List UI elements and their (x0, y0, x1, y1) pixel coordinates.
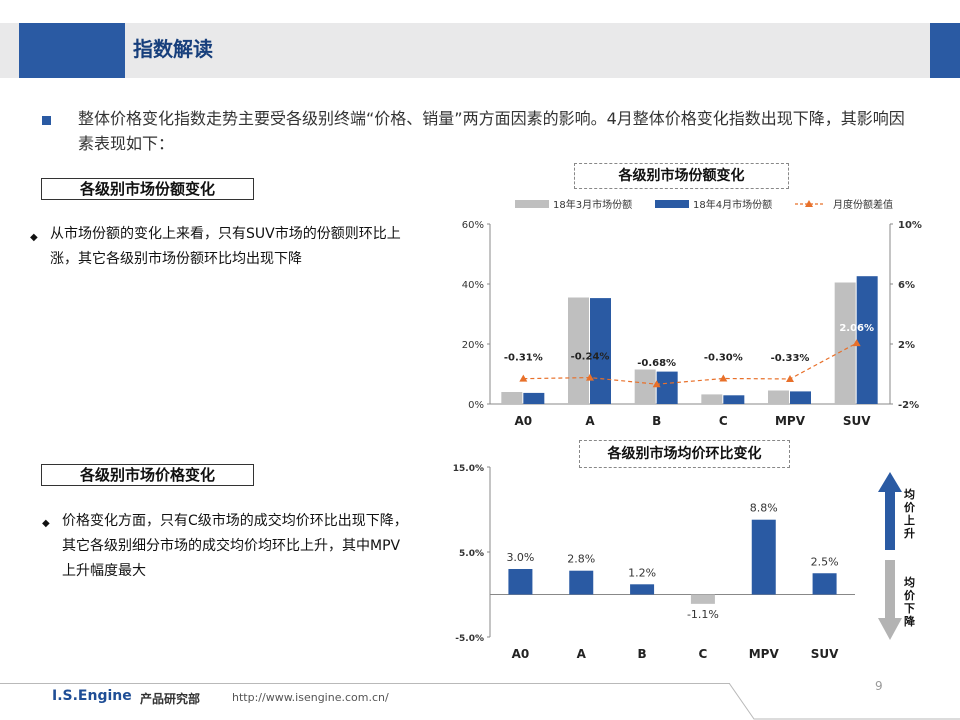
line-point (652, 380, 661, 388)
price-up-label: 均价上升 (904, 488, 915, 540)
share-description: 从市场份额的变化上来看，只有SUV市场的份额则环比上涨，其它各级别市场份额环比均… (50, 226, 401, 267)
header-band (0, 23, 960, 78)
footer-department: 产品研究部 (140, 692, 201, 706)
header-accent-left (19, 23, 125, 78)
x-tick-label: B (638, 647, 647, 661)
data-label: 1.2% (628, 566, 656, 579)
footer-brand: I.S.Engine (52, 688, 132, 704)
bar (790, 391, 811, 404)
data-label: 2.06% (839, 323, 874, 334)
bar (656, 371, 678, 404)
x-tick-label: SUV (811, 647, 839, 661)
footer-rule (0, 683, 730, 684)
y-tick-label: -5.0% (455, 634, 484, 644)
data-label: -0.24% (571, 352, 610, 363)
x-tick-label: A0 (512, 647, 530, 661)
legend-swatch (805, 200, 813, 207)
bar (856, 276, 878, 404)
diamond-bullet-icon: ◆ (30, 232, 38, 243)
x-tick-label: MPV (775, 414, 806, 428)
page-title: 指数解读 (133, 37, 213, 61)
line-point (786, 374, 794, 382)
x-tick-label: A (577, 647, 587, 661)
line-point (719, 374, 728, 382)
header-accent-right (930, 23, 960, 78)
line-point (519, 374, 528, 382)
bar (751, 519, 776, 595)
y-tick-label: 5.0% (459, 549, 484, 559)
y-tick-label-left: 40% (462, 280, 484, 291)
bar (690, 594, 715, 604)
legend-label: 18年4月市场份额 (693, 198, 772, 211)
market-share-chart: 18年3月市场份额 18年4月市场份额 月度份额差值 0% 20% 40% 60% -2% 2%… (462, 198, 922, 428)
bar (630, 584, 655, 595)
data-label: -0.30% (704, 353, 743, 364)
bar (569, 570, 594, 595)
intro-text: 整体价格变化指数走势主要受各级别终端“价格、销量”两方面因素的影响。4月整体价格… (78, 109, 905, 153)
data-label: 2.8% (567, 553, 595, 566)
chart-title-price: 各级别市场均价环比变化 (579, 440, 790, 468)
price-up-arrow-icon (878, 472, 902, 550)
bar (701, 394, 723, 404)
data-label: -1.1% (687, 608, 719, 621)
chart-title-share: 各级别市场份额变化 (574, 163, 789, 189)
bar (768, 390, 789, 404)
price-change-chart: -5.0% 5.0% 15.0% 3.0% A0 2.8% A 1.2% B -1.1% C 8.8%… (453, 464, 855, 661)
data-label: 2.5% (811, 555, 839, 568)
x-tick-label: MPV (749, 647, 780, 661)
y-tick-label: 15.0% (453, 464, 484, 474)
bar (501, 392, 523, 404)
y-tick-label-right: -2% (898, 400, 919, 411)
data-label: -0.31% (504, 353, 543, 364)
y-tick-label-right: 10% (898, 220, 922, 231)
line-point (852, 339, 861, 347)
diamond-bullet-icon: ◆ (42, 518, 50, 529)
legend-swatch (655, 200, 689, 208)
legend-label: 18年3月市场份额 (553, 198, 632, 211)
page-number: 9 (875, 679, 883, 693)
x-tick-label: A0 (515, 414, 533, 428)
price-down-arrow-icon (878, 560, 902, 640)
data-label: 8.8% (750, 502, 778, 515)
square-bullet-icon (42, 116, 51, 125)
line-point (586, 373, 594, 381)
price-description: 价格变化方面，只有C级市场的成交均价环比出现下降，其它各级别细分市场的成交均价均… (62, 513, 408, 579)
y-tick-label-left: 0% (468, 400, 484, 411)
y-tick-label-left: 60% (462, 220, 484, 231)
y-tick-label-left: 20% (462, 340, 484, 351)
price-down-label: 均价下降 (904, 576, 915, 628)
legend-label: 月度份额差值 (833, 198, 893, 211)
section-label-share: 各级别市场份额变化 (41, 178, 254, 200)
x-tick-label: C (719, 414, 728, 428)
bar (834, 282, 856, 404)
bar (508, 569, 533, 595)
bar (634, 369, 656, 404)
footer-corner-decoration (729, 683, 960, 720)
x-tick-label: A (585, 414, 595, 428)
bar (523, 392, 545, 404)
x-tick-label: C (699, 647, 708, 661)
data-label: -0.68% (637, 358, 676, 369)
bar (723, 395, 745, 404)
footer-url-link[interactable]: http://www.isengine.com.cn/ (232, 691, 389, 704)
data-label: 3.0% (506, 551, 534, 564)
bar (812, 573, 837, 595)
section-label-price: 各级别市场价格变化 (41, 464, 254, 486)
x-tick-label: B (652, 414, 661, 428)
x-tick-label: SUV (843, 414, 871, 428)
legend-swatch (515, 200, 549, 208)
data-label: -0.33% (771, 353, 810, 364)
y-tick-label-right: 2% (898, 340, 915, 351)
y-tick-label-right: 6% (898, 280, 915, 291)
